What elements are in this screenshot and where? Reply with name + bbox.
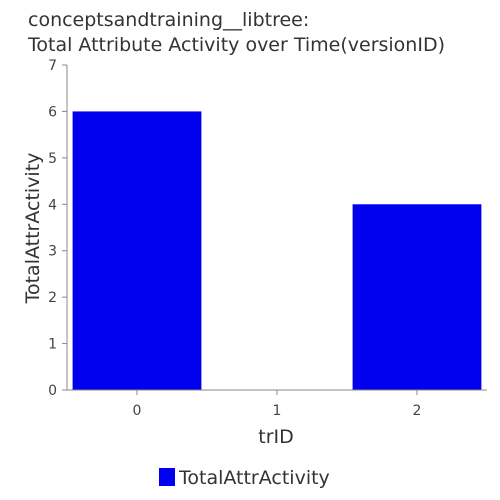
x-axis: 0 1 2 (67, 389, 487, 419)
y-tick-label: 6 (48, 104, 57, 120)
bars (72, 111, 482, 390)
x-axis-label: trID (258, 426, 294, 448)
x-tick-label: 0 (133, 403, 142, 419)
bar-2 (352, 204, 482, 390)
y-tick-label: 0 (48, 383, 57, 399)
chart-title-line-2: Total Attribute Activity over Time(versi… (27, 34, 445, 56)
legend-label: TotalAttrActivity (178, 467, 330, 489)
x-tick-label: 1 (273, 403, 282, 419)
y-tick-label: 3 (48, 244, 57, 260)
y-axis: 0 1 2 3 4 5 6 7 (48, 58, 68, 399)
chart-title-line-1: conceptsandtraining__libtree: (28, 9, 309, 31)
legend: TotalAttrActivity (159, 467, 330, 489)
y-tick-label: 2 (48, 290, 57, 306)
y-tick-label: 7 (48, 58, 57, 74)
bar-0 (72, 111, 202, 390)
y-axis-label: TotalAttrActivity (22, 153, 44, 305)
y-tick-label: 5 (48, 151, 57, 167)
legend-swatch (159, 468, 175, 486)
x-tick-label: 2 (413, 403, 422, 419)
y-tick-label: 1 (48, 337, 57, 353)
y-tick-label: 4 (48, 197, 57, 213)
